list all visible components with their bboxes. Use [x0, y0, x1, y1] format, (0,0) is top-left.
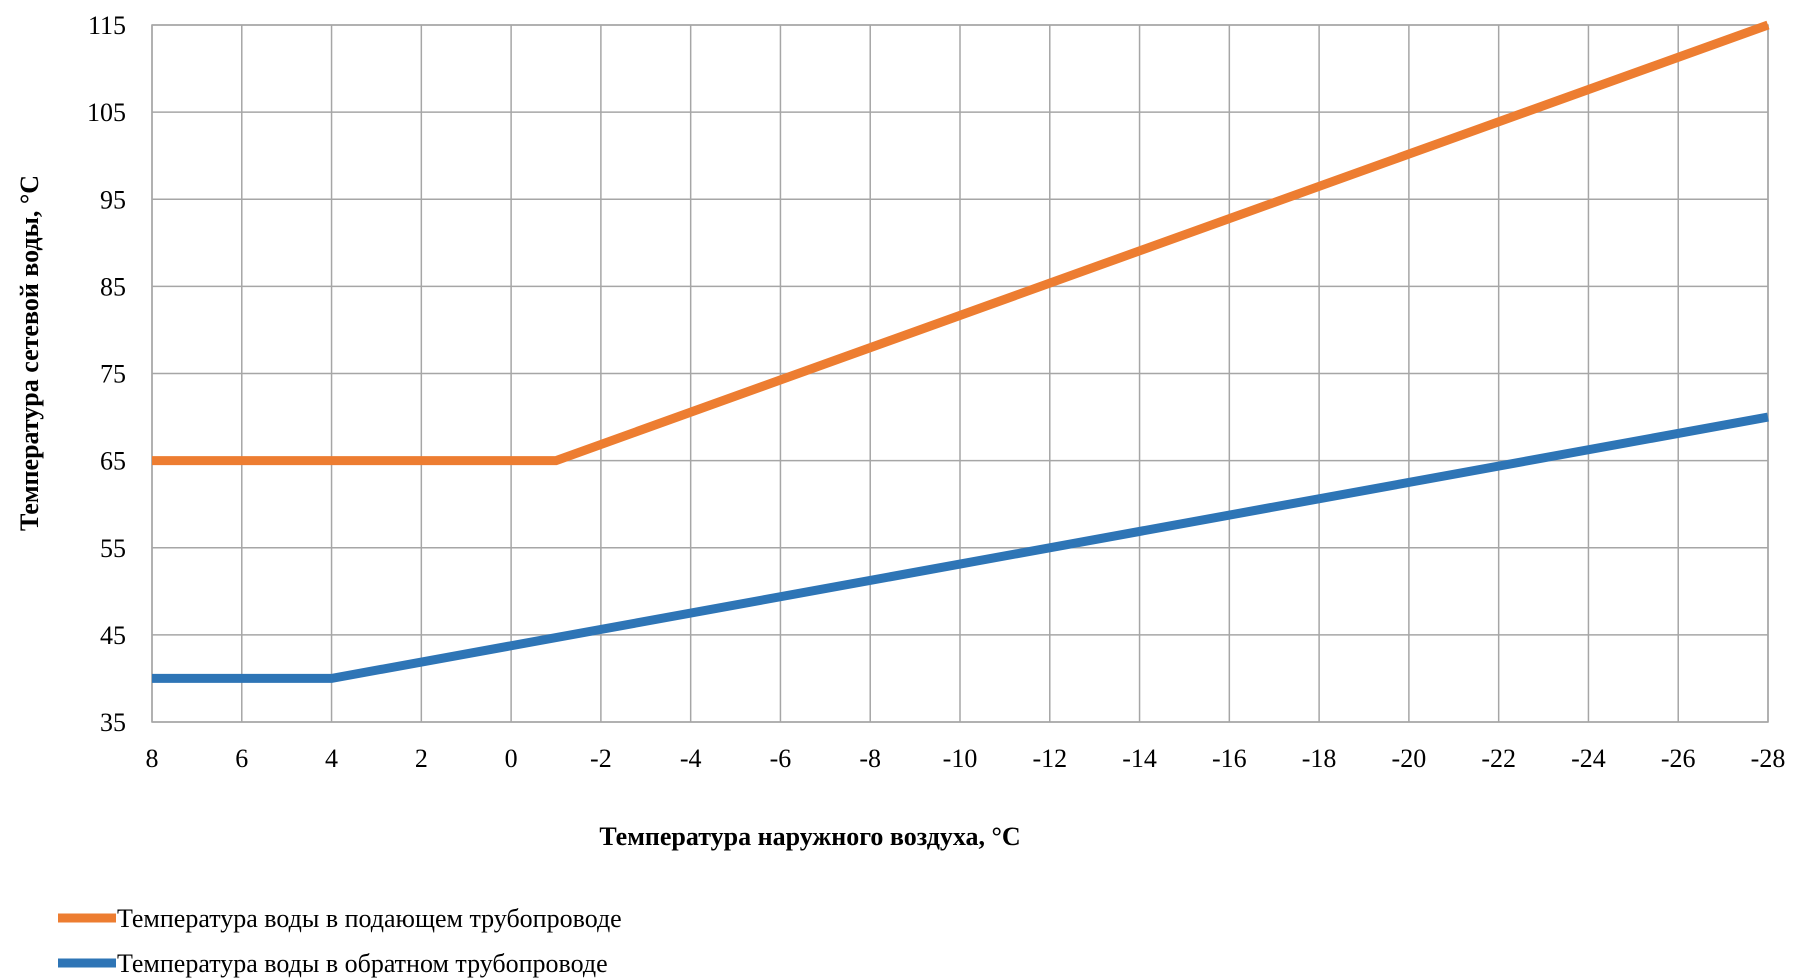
x-tick-label: -12 — [1032, 744, 1067, 773]
y-tick-label: 95 — [100, 185, 126, 214]
x-tick-label: -28 — [1751, 744, 1786, 773]
x-tick-label: 6 — [235, 744, 248, 773]
x-axis: 8 6 4 2 0 -2 -4 -6 -8 -10 -12 -14 -16 -18 -20 -22 -24 -26… — [146, 744, 1786, 773]
legend-label: Температура воды в обратном трубопроводе — [117, 949, 608, 978]
x-tick-label: -24 — [1571, 744, 1606, 773]
x-tick-label: 4 — [325, 744, 338, 773]
y-axis: 35 45 55 65 75 85 95 105 115 — [87, 11, 126, 737]
legend-label: Температура воды в подающем трубопроводе — [117, 904, 622, 933]
series-line-1 — [152, 20, 1770, 466]
x-tick-label: -8 — [859, 744, 881, 773]
x-tick-label: -20 — [1392, 744, 1427, 773]
x-tick-label: 0 — [505, 744, 518, 773]
x-tick-label: -26 — [1661, 744, 1696, 773]
x-tick-label: 2 — [415, 744, 428, 773]
plot-border — [151, 24, 1769, 723]
grid — [151, 24, 1769, 723]
x-tick-label: -2 — [590, 744, 612, 773]
y-tick-label: 55 — [100, 534, 126, 563]
y-tick-label: 65 — [100, 447, 126, 476]
y-tick-label: 35 — [100, 708, 126, 737]
y-tick-label: 105 — [87, 98, 126, 127]
x-tick-label: 8 — [146, 744, 159, 773]
x-tick-label: -14 — [1122, 744, 1157, 773]
x-tick-label: -16 — [1212, 744, 1247, 773]
y-tick-label: 85 — [100, 272, 126, 301]
series-line-2 — [152, 412, 1769, 683]
x-tick-label: -10 — [943, 744, 978, 773]
x-tick-label: -6 — [770, 744, 792, 773]
x-tick-label: -22 — [1481, 744, 1516, 773]
y-tick-label: 75 — [100, 360, 126, 389]
x-axis-title: Температура наружного воздуха, °С — [599, 822, 1020, 851]
x-tick-label: -4 — [680, 744, 702, 773]
y-tick-label: 115 — [88, 11, 126, 40]
legend: Температура воды в подающем трубопроводе… — [58, 904, 622, 978]
plot-area — [152, 20, 1770, 683]
x-tick-label: -18 — [1302, 744, 1337, 773]
y-axis-title: Температура сетевой воды, °С — [15, 175, 44, 531]
y-tick-label: 45 — [100, 621, 126, 650]
